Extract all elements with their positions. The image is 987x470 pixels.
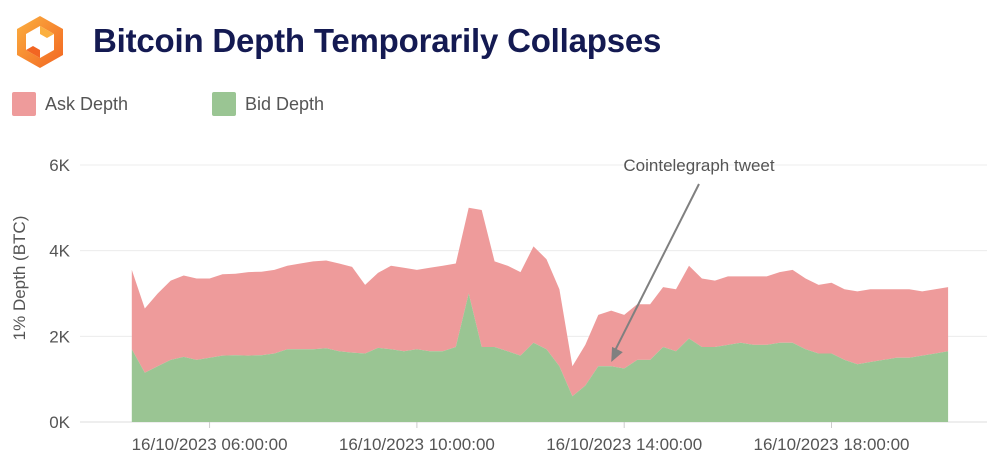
x-tick-label-1: 16/10/2023 10:00:00: [339, 435, 495, 454]
annotation-label: Cointelegraph tweet: [623, 156, 774, 175]
legend-label-ask: Ask Depth: [45, 93, 129, 114]
chart-legend: Ask Depth Bid Depth: [0, 88, 987, 122]
y-tick-label-1: 2K: [49, 327, 70, 346]
chart-annotation: Cointelegraph tweet: [611, 156, 775, 363]
y-axis-ticks: 0K 2K 4K 6K: [49, 156, 70, 432]
y-tick-label-2: 4K: [49, 242, 70, 261]
x-tick-label-0: 16/10/2023 06:00:00: [132, 435, 288, 454]
legend-item-bid-depth[interactable]: Bid Depth: [212, 92, 324, 116]
x-axis-ticks: 16/10/2023 06:00:00 16/10/2023 10:00:00 16…: [132, 422, 910, 454]
chart-areas: [131, 207, 949, 422]
annotation-arrow-line: [613, 183, 700, 353]
page-title: Bitcoin Depth Temporarily Collapses: [93, 22, 662, 59]
x-tick-label-2: 16/10/2023 14:00:00: [546, 435, 702, 454]
y-tick-label-0: 0K: [49, 413, 70, 432]
annotation-arrow-head: [611, 346, 623, 363]
legend-swatch-bid: [212, 92, 236, 116]
legend-label-bid: Bid Depth: [245, 93, 325, 114]
y-axis-label: 1% Depth (BTC): [10, 216, 29, 341]
legend-item-ask-depth[interactable]: Ask Depth: [12, 92, 128, 116]
header: Bitcoin Depth Temporarily Collapses: [0, 0, 987, 80]
x-tick-label-3: 16/10/2023 18:00:00: [754, 435, 910, 454]
area-bid-depth: [131, 293, 949, 422]
area-ask-depth: [131, 207, 949, 397]
legend-swatch-ask: [12, 92, 36, 116]
y-tick-label-3: 6K: [49, 156, 70, 175]
orange-hexagon-logo-icon: [17, 16, 63, 68]
